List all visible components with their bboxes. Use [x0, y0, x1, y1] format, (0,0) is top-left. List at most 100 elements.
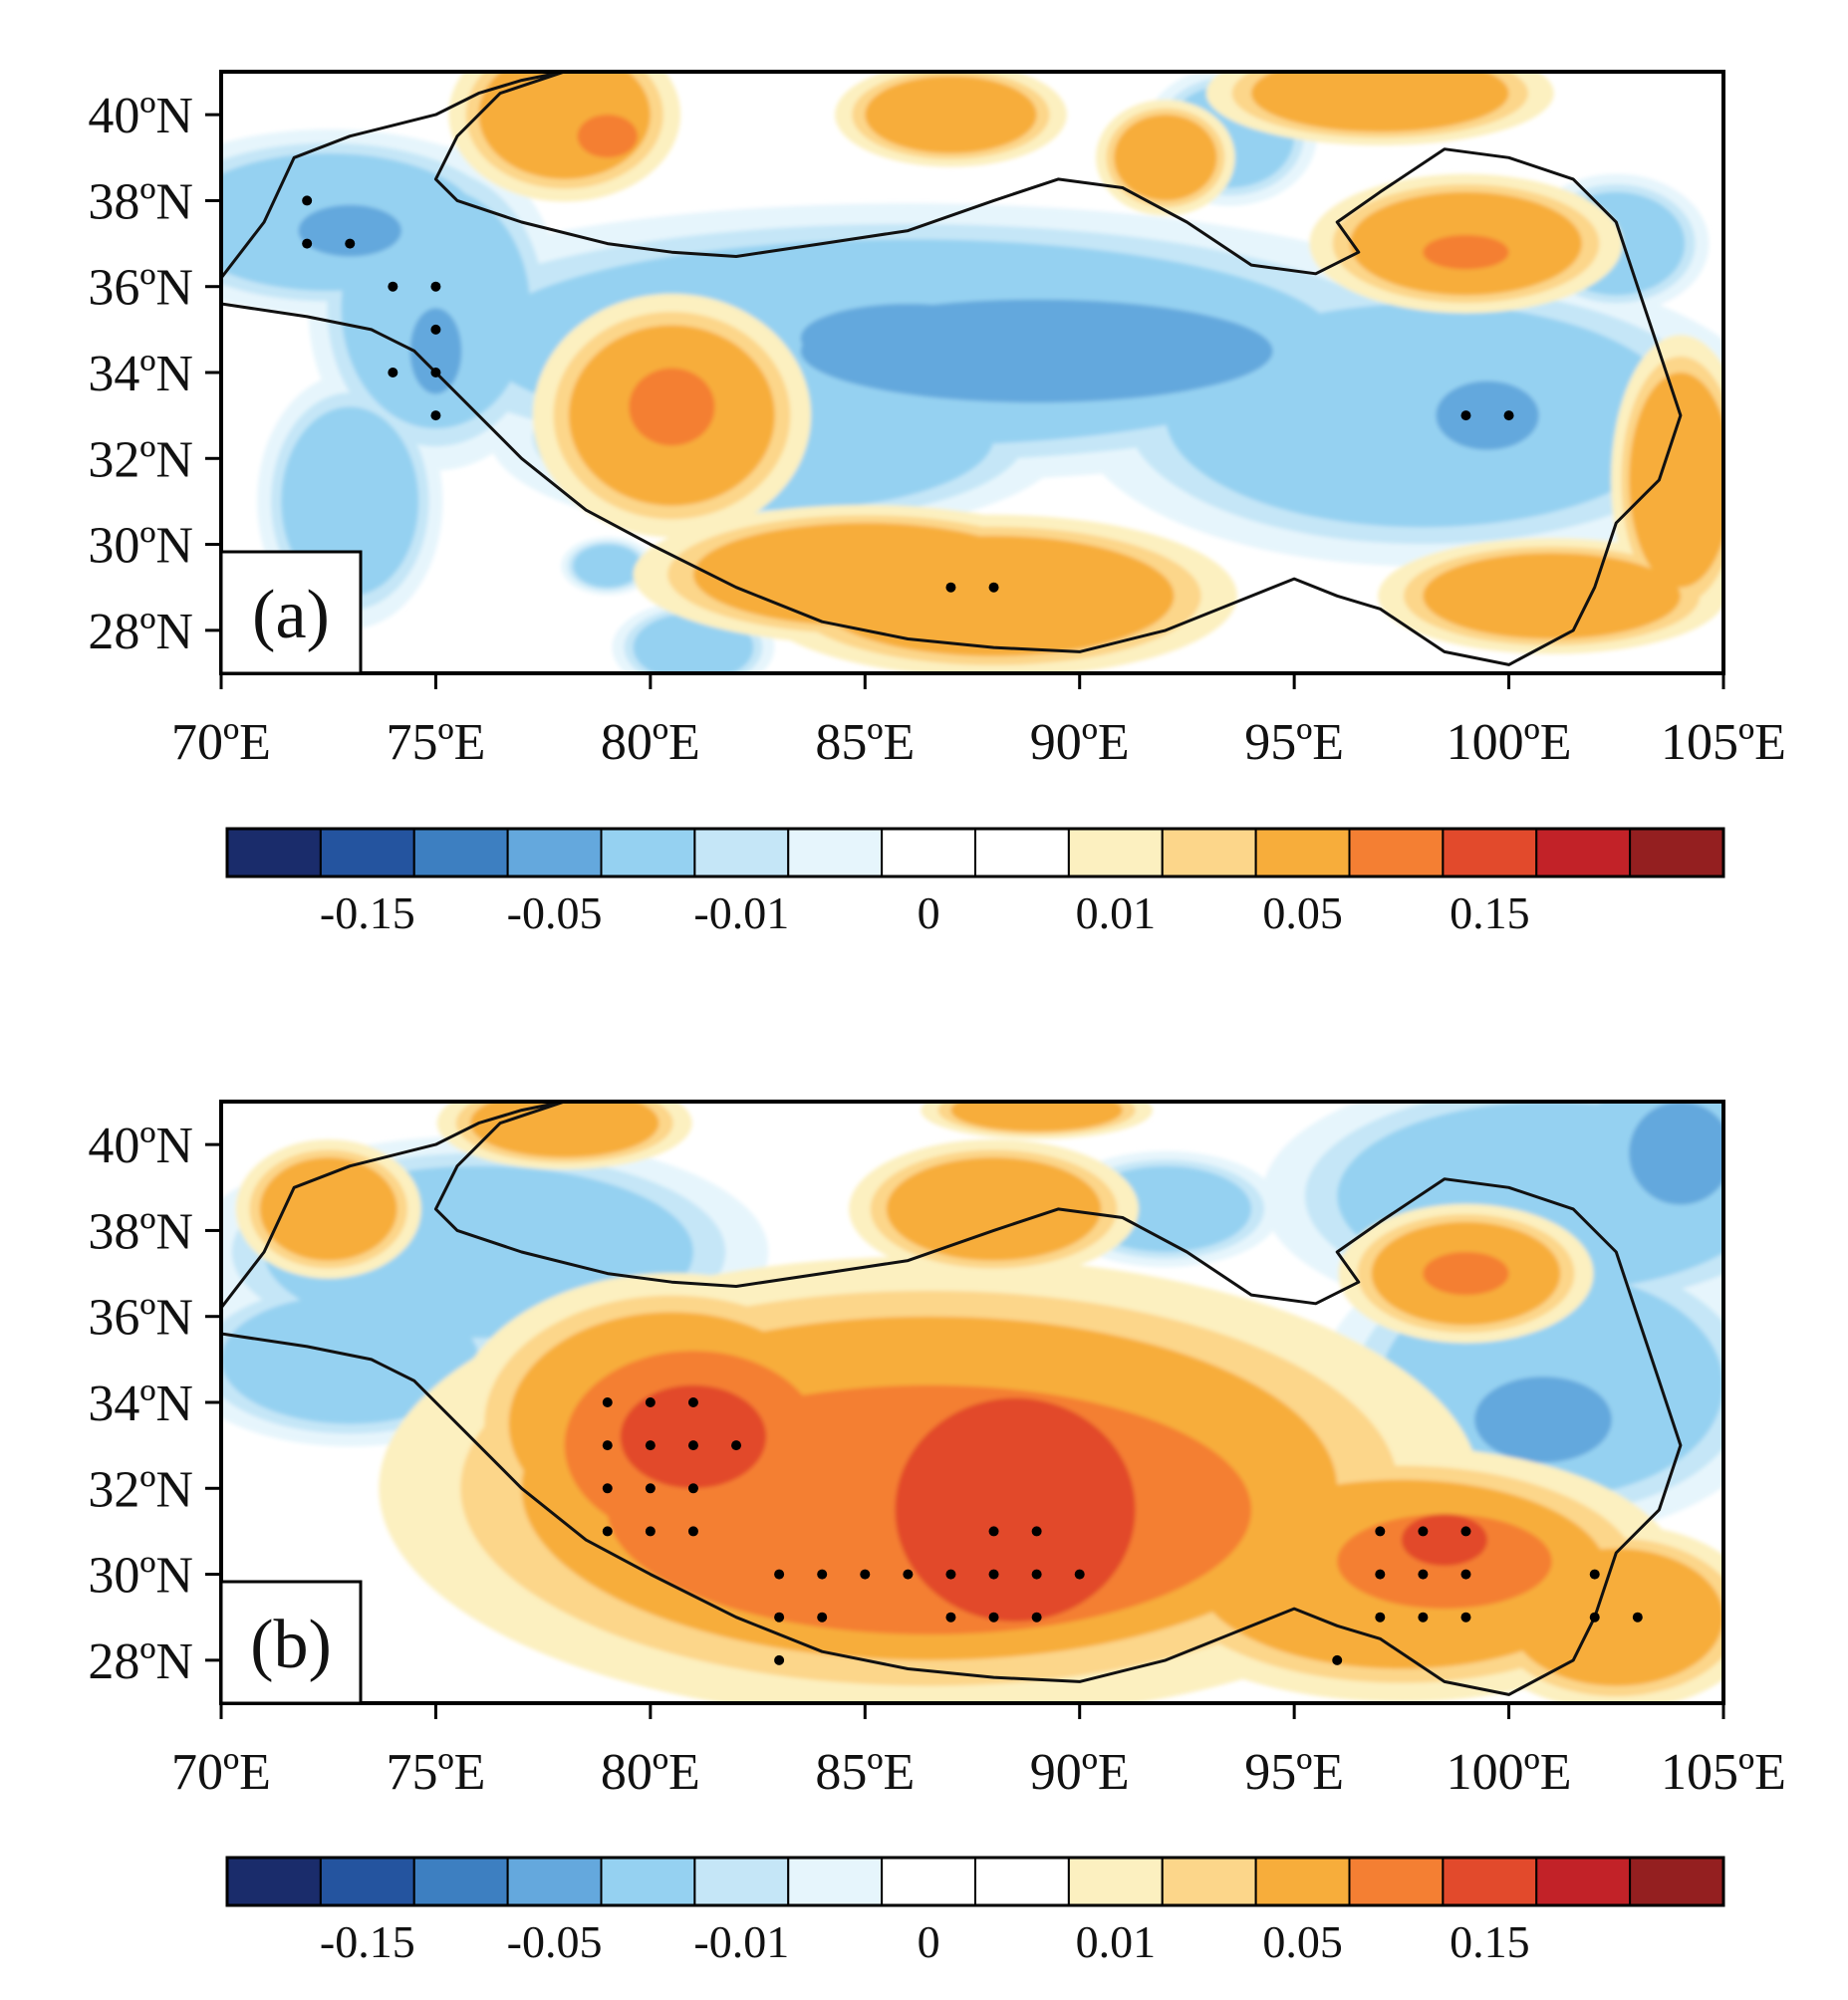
- positive-anomaly-strong: [1423, 234, 1509, 270]
- significance-dot: [1589, 1612, 1600, 1623]
- x-tick-label: 90ºE: [1030, 1744, 1130, 1801]
- colorbar-label: 0.05: [1262, 887, 1343, 938]
- positive-anomaly-mid: [469, 1102, 660, 1158]
- colorbar-label: -0.15: [320, 887, 415, 938]
- y-tick-label: 36ºN: [88, 260, 193, 317]
- negative-anomaly-strong: [1436, 380, 1539, 450]
- significance-dot: [430, 324, 441, 335]
- significance-dot: [774, 1612, 785, 1623]
- significance-dot: [430, 368, 441, 377]
- colorbar-swatch: [226, 828, 322, 877]
- x-tick-label: 85ºE: [815, 714, 915, 771]
- significance-dot: [945, 1612, 956, 1623]
- colorbar-frame: [225, 827, 1725, 878]
- positive-anomaly-mid: [865, 76, 1037, 153]
- x-tick-label: 85ºE: [815, 1744, 915, 1801]
- colorbar-swatch: [412, 1857, 509, 1906]
- x-tick-label: 95ºE: [1244, 714, 1344, 771]
- significance-dot: [731, 1440, 742, 1451]
- negative-anomaly-mid: [221, 1295, 479, 1424]
- significance-dot: [1632, 1612, 1643, 1623]
- colorbar-label: -0.01: [693, 887, 789, 938]
- colorbar-label: 0.01: [1076, 887, 1157, 938]
- x-tick-label: 70ºE: [171, 714, 271, 771]
- x-tick-label: 80ºE: [601, 714, 700, 771]
- negative-anomaly-strong: [298, 204, 401, 257]
- y-tick-label: 28ºN: [88, 1633, 193, 1690]
- colorbar: -0.15 -0.05 -0.01 0 0.01 0.05 0.15: [225, 1856, 1725, 1967]
- significance-dot: [687, 1397, 698, 1407]
- y-tick-label: 32ºN: [88, 431, 193, 488]
- panel-a: (a) 70ºE 75ºE 80ºE 85ºE 90ºE 95ºE 100ºE 105ºE 28º…: [88, 70, 1786, 938]
- negative-anomaly-mid: [281, 406, 419, 597]
- colorbar-swatch: [600, 828, 696, 877]
- colorbar-swatch: [974, 828, 1070, 877]
- positive-anomaly-mid: [886, 1157, 1102, 1261]
- colorbar-swatch: [1442, 828, 1538, 877]
- significance-dot: [345, 238, 356, 249]
- y-tick-label: 34ºN: [88, 1375, 193, 1432]
- x-tick-label: 95ºE: [1244, 1744, 1344, 1801]
- colorbar-frame: [225, 1856, 1725, 1907]
- colorbar-label: 0.05: [1262, 1916, 1343, 1967]
- colorbar-swatch: [1629, 828, 1724, 877]
- significance-dot: [1589, 1569, 1600, 1580]
- shaded-field: [221, 1102, 1723, 1703]
- negative-anomaly-strong: [1629, 1102, 1723, 1205]
- positive-anomaly-strong: [629, 368, 715, 446]
- colorbar-swatch: [412, 828, 509, 877]
- x-tick-label: 75ºE: [386, 1744, 485, 1801]
- positive-anomaly-mid: [692, 523, 1037, 626]
- significance-dot: [1460, 1526, 1471, 1537]
- positive-anomaly-mid: [1508, 1548, 1723, 1686]
- y-tick-label: 34ºN: [88, 346, 193, 402]
- negative-anomaly-mid: [573, 544, 643, 588]
- colorbar-swatch: [1535, 1857, 1632, 1906]
- significance-dot: [774, 1654, 785, 1665]
- positive-anomaly-strong: [577, 115, 638, 158]
- colorbar-label: 0.15: [1450, 887, 1530, 938]
- colorbar-label: -0.01: [693, 1916, 789, 1967]
- panel-label-box: [219, 550, 363, 675]
- positive-anomaly-mid: [259, 1157, 397, 1261]
- colorbar-label: 0.01: [1076, 1916, 1157, 1967]
- significance-dot: [687, 1526, 698, 1537]
- y-tick-label: 40ºN: [88, 1118, 193, 1174]
- negative-anomaly-mid: [1165, 303, 1681, 528]
- significance-dot: [602, 1397, 613, 1407]
- significance-dot: [1031, 1612, 1042, 1623]
- significance-dot: [1460, 410, 1471, 421]
- colorbar-swatch: [600, 1857, 696, 1906]
- y-tick-label: 38ºN: [88, 1203, 193, 1260]
- colorbar-swatch: [506, 1857, 603, 1906]
- significance-dot: [817, 1612, 828, 1623]
- colorbar-swatch: [693, 828, 790, 877]
- significance-dot: [774, 1569, 785, 1580]
- significance-dot: [430, 410, 441, 421]
- colorbar-swatch: [1067, 1857, 1164, 1906]
- colorbar-swatch: [1254, 1857, 1351, 1906]
- significance-dot: [988, 1526, 999, 1537]
- colorbar-swatch: [319, 1857, 415, 1906]
- colorbar-swatch: [1629, 1857, 1724, 1906]
- significance-dot: [1375, 1569, 1386, 1580]
- colorbar-label: 0: [918, 1916, 940, 1967]
- colorbar-swatch: [1442, 1857, 1538, 1906]
- colorbar-swatch: [1348, 828, 1445, 877]
- significance-dot: [602, 1526, 613, 1537]
- colorbar-label: 0.15: [1450, 1916, 1530, 1967]
- y-tick-label: 36ºN: [88, 1290, 193, 1347]
- colorbar-swatch: [1254, 828, 1351, 877]
- colorbar-swatch: [1161, 1857, 1257, 1906]
- colorbar-swatch: [1161, 828, 1257, 877]
- significance-dot: [602, 1483, 613, 1494]
- negative-anomaly-strong: [409, 308, 462, 394]
- positive-anomaly-max: [1401, 1514, 1488, 1566]
- significance-dot: [388, 368, 398, 377]
- colorbar-swatch: [1067, 828, 1164, 877]
- colorbar-swatch: [693, 1857, 790, 1906]
- significance-dot: [1375, 1526, 1386, 1537]
- panel-label-box: [219, 1580, 363, 1705]
- negative-anomaly-strong: [1474, 1376, 1612, 1463]
